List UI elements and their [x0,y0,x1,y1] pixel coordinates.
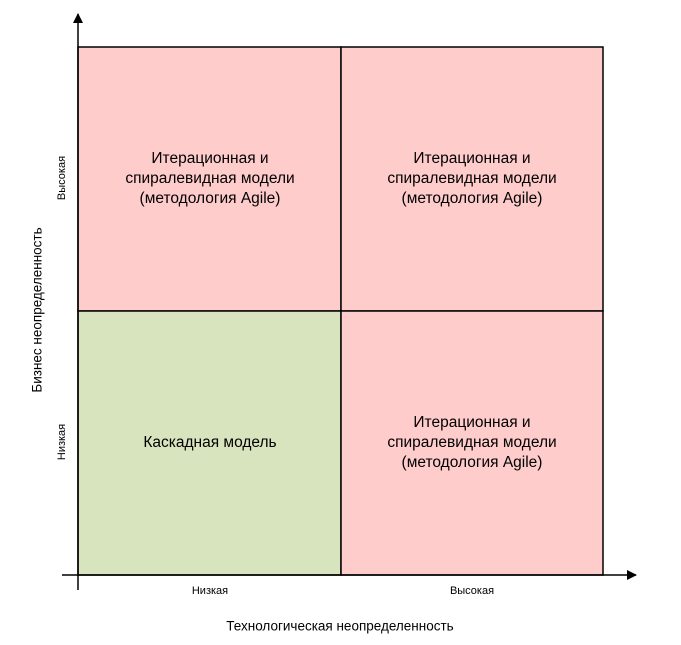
quadrant [77,310,342,576]
x-axis-title: Технологическая неопределенность [226,619,453,634]
quadrant-text: Итерационная и [413,414,530,431]
quadrant-text: Итерационная и [413,150,530,167]
quadrant [77,46,342,312]
y-axis-label: Низкая [56,424,68,460]
quadrant-text: (методология Agile) [402,454,543,471]
quadrant-text: спиралевидная модели [387,170,556,187]
quadrant-text: Итерационная и [151,150,268,167]
quadrant [340,46,604,312]
quadrant-text: спиралевидная модели [387,434,556,451]
quadrant-text: Каскадная модель [143,434,276,451]
quadrant [340,310,604,576]
x-axis-label: Низкая [192,585,228,597]
quadrant-text: (методология Agile) [402,190,543,207]
x-axis-label: Высокая [450,585,494,597]
y-axis-title: Бизнес неопределенность [30,227,45,392]
quadrant-text: спиралевидная модели [125,170,294,187]
y-axis-label: Высокая [56,156,68,200]
quadrant-text: (методология Agile) [140,190,281,207]
